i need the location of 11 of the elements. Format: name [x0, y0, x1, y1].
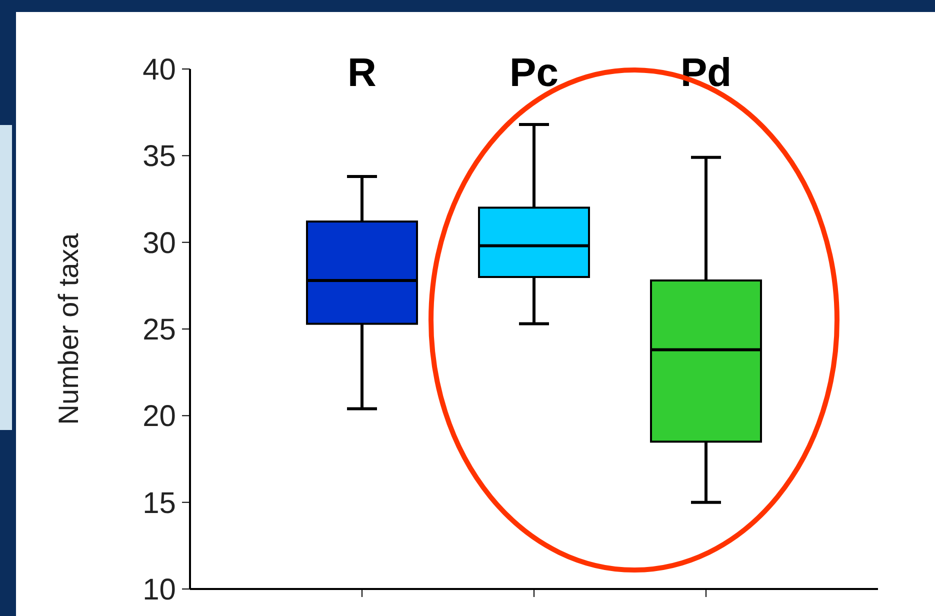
- y-tick-label: 35: [142, 140, 176, 174]
- y-tick-label: 25: [142, 314, 176, 346]
- y-tick-label: 15: [142, 486, 176, 520]
- y-tick-label: 10: [142, 574, 176, 606]
- y-tick-label: 20: [142, 400, 176, 434]
- x-tick-label: Pc: [510, 51, 558, 95]
- y-tick-label: 30: [142, 226, 176, 260]
- y-tick-label: 40: [142, 54, 176, 86]
- x-tick-label: Pd: [680, 51, 732, 95]
- x-tick-label: R: [348, 51, 377, 95]
- y-axis-title: Number of taxa: [53, 232, 84, 425]
